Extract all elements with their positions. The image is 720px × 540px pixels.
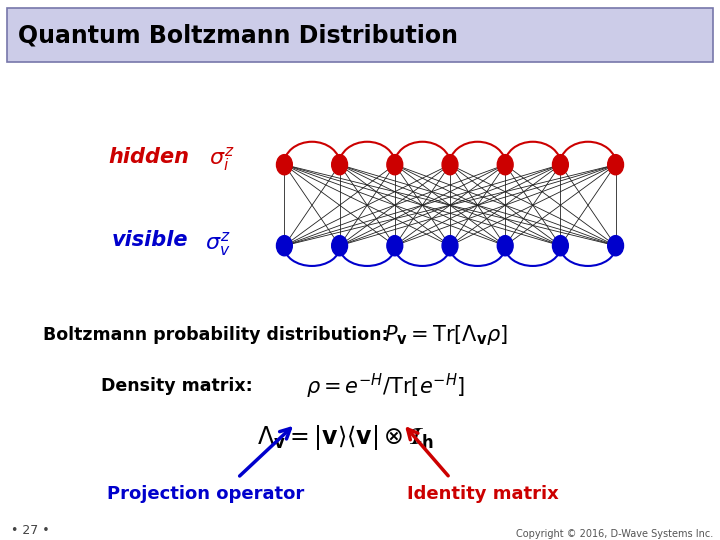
Text: hidden: hidden bbox=[108, 146, 189, 167]
Text: Quantum Boltzmann Distribution: Quantum Boltzmann Distribution bbox=[18, 23, 458, 47]
Ellipse shape bbox=[498, 235, 513, 256]
Ellipse shape bbox=[552, 235, 568, 256]
Ellipse shape bbox=[387, 154, 402, 175]
Ellipse shape bbox=[332, 154, 348, 175]
Ellipse shape bbox=[442, 235, 458, 256]
Text: Copyright © 2016, D-Wave Systems Inc.: Copyright © 2016, D-Wave Systems Inc. bbox=[516, 529, 713, 538]
Text: $\Lambda_{\mathbf{v}} = |\mathbf{v}\rangle\langle\mathbf{v}| \otimes \mathcal{I}: $\Lambda_{\mathbf{v}} = |\mathbf{v}\rang… bbox=[257, 423, 434, 452]
Text: Boltzmann probability distribution:: Boltzmann probability distribution: bbox=[43, 326, 389, 344]
FancyBboxPatch shape bbox=[7, 8, 713, 62]
Text: Density matrix:: Density matrix: bbox=[101, 377, 253, 395]
Text: • 27 •: • 27 • bbox=[11, 524, 50, 537]
Ellipse shape bbox=[387, 235, 402, 256]
Text: Projection operator: Projection operator bbox=[107, 485, 304, 503]
Text: $\rho = e^{-H}/\mathrm{Tr}[e^{-H}]$: $\rho = e^{-H}/\mathrm{Tr}[e^{-H}]$ bbox=[306, 372, 464, 401]
Ellipse shape bbox=[608, 154, 624, 175]
Ellipse shape bbox=[442, 154, 458, 175]
Ellipse shape bbox=[276, 235, 292, 256]
Ellipse shape bbox=[552, 154, 568, 175]
Text: visible: visible bbox=[112, 230, 188, 251]
Text: $\sigma_v^z$: $\sigma_v^z$ bbox=[205, 230, 230, 258]
Text: $\sigma_i^z$: $\sigma_i^z$ bbox=[209, 145, 234, 173]
Ellipse shape bbox=[608, 235, 624, 256]
Ellipse shape bbox=[276, 154, 292, 175]
Ellipse shape bbox=[332, 235, 348, 256]
Text: Identity matrix: Identity matrix bbox=[407, 485, 558, 503]
Ellipse shape bbox=[498, 154, 513, 175]
Text: $P_{\mathbf{v}} = \mathrm{Tr}[\Lambda_{\mathbf{v}}\rho]$: $P_{\mathbf{v}} = \mathrm{Tr}[\Lambda_{\… bbox=[384, 323, 508, 347]
